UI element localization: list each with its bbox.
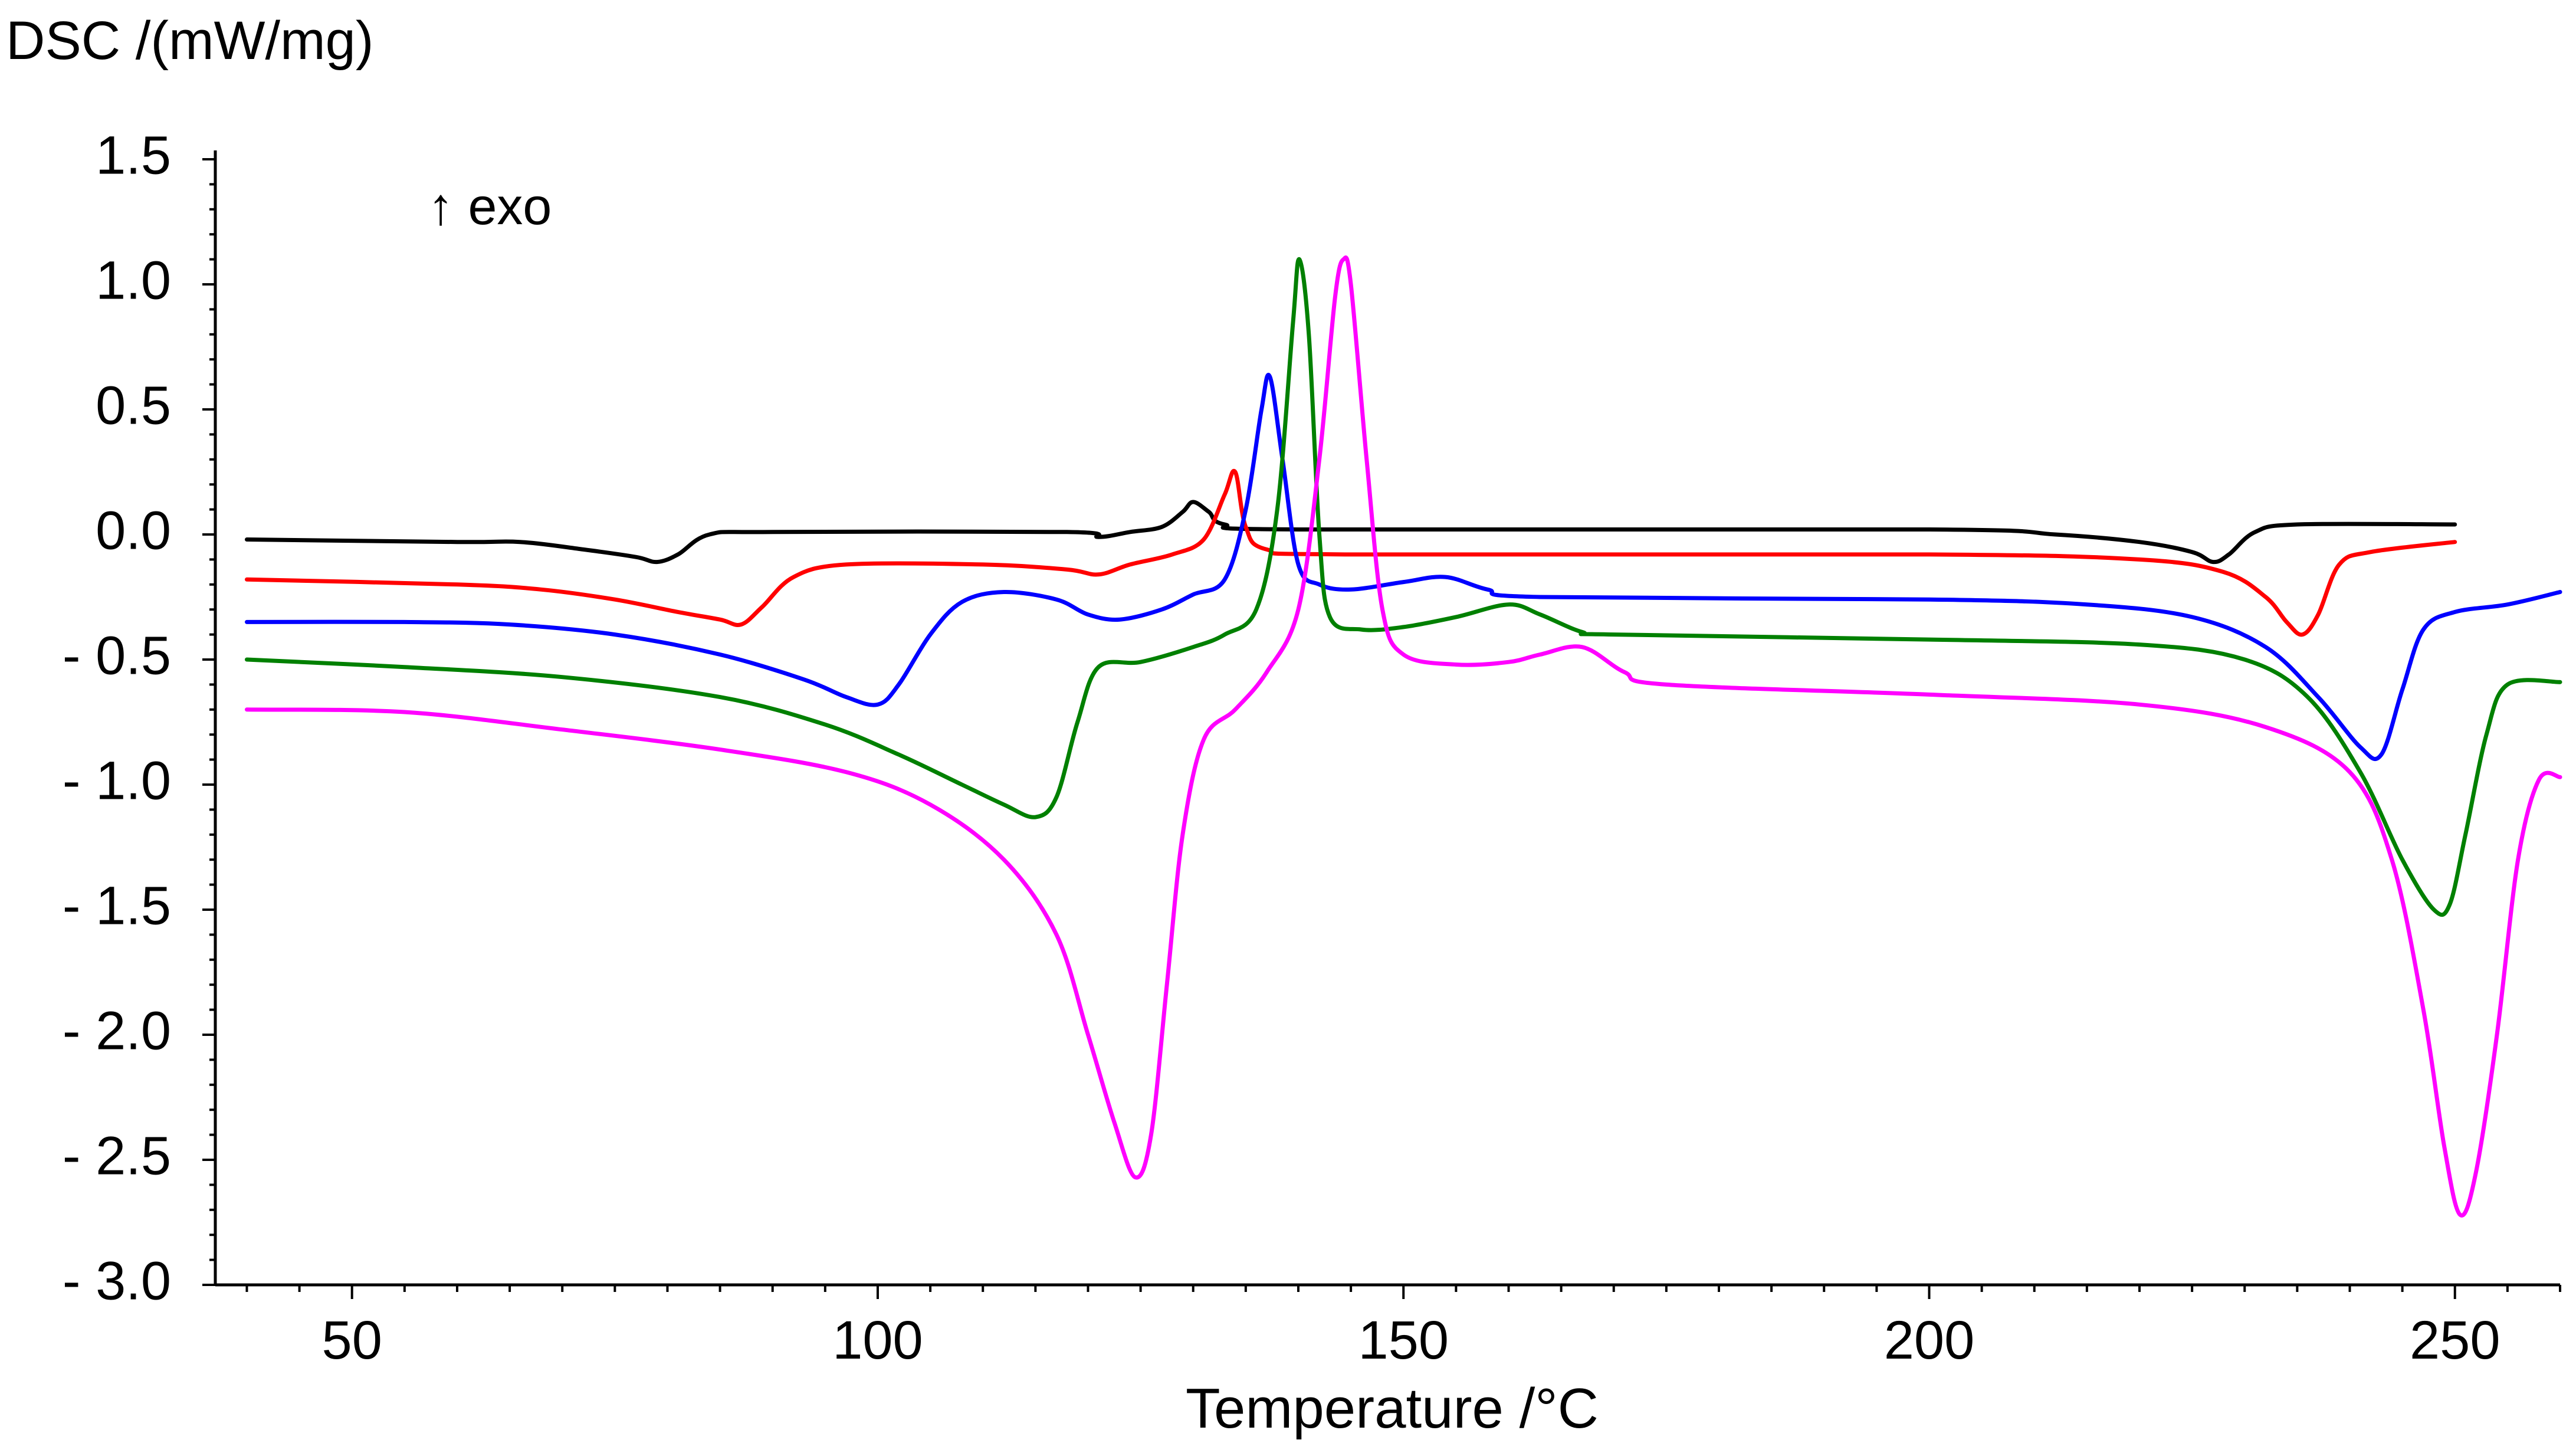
x-tick-label: 150 <box>1358 1310 1449 1370</box>
y-tick-label: 0.0 <box>96 500 171 560</box>
y-tick-label: - 2.5 <box>63 1126 171 1186</box>
y-tick-label: - 2.0 <box>63 1001 171 1061</box>
x-tick-label: 200 <box>1884 1310 1975 1370</box>
x-tick-label: 250 <box>2410 1310 2500 1370</box>
y-tick-label: 0.5 <box>96 375 171 435</box>
y-tick-label: 1.5 <box>96 125 171 185</box>
series-line-black <box>245 500 2457 565</box>
x-tick-label: 50 <box>322 1310 382 1370</box>
series-line-blue <box>245 373 2562 762</box>
series-line-green <box>245 257 2562 917</box>
y-tick-label: 1.0 <box>96 250 171 310</box>
x-axis-ticks: 50 100 150 200 250 <box>245 1285 2561 1370</box>
y-axis-ticks: 1.5 1.0 0.5 0.0 - 0.5 - 1.0 - 1.5 - 2.0 - 2.5 - 3… <box>63 125 215 1311</box>
series-line-magenta <box>245 255 2562 1218</box>
x-tick-label: 100 <box>832 1310 923 1370</box>
x-axis-title: Temperature /°C <box>1186 1377 1599 1440</box>
y-axis-title: DSC /(mW/mg) <box>6 11 373 71</box>
exo-annotation: ↑ exo <box>428 177 552 235</box>
series-layer <box>245 255 2562 1218</box>
y-tick-label: - 1.0 <box>63 750 171 811</box>
y-tick-label: - 0.5 <box>63 625 171 685</box>
y-tick-label: - 3.0 <box>63 1251 171 1311</box>
series-line-red <box>245 468 2457 637</box>
y-tick-label: - 1.5 <box>63 875 171 936</box>
